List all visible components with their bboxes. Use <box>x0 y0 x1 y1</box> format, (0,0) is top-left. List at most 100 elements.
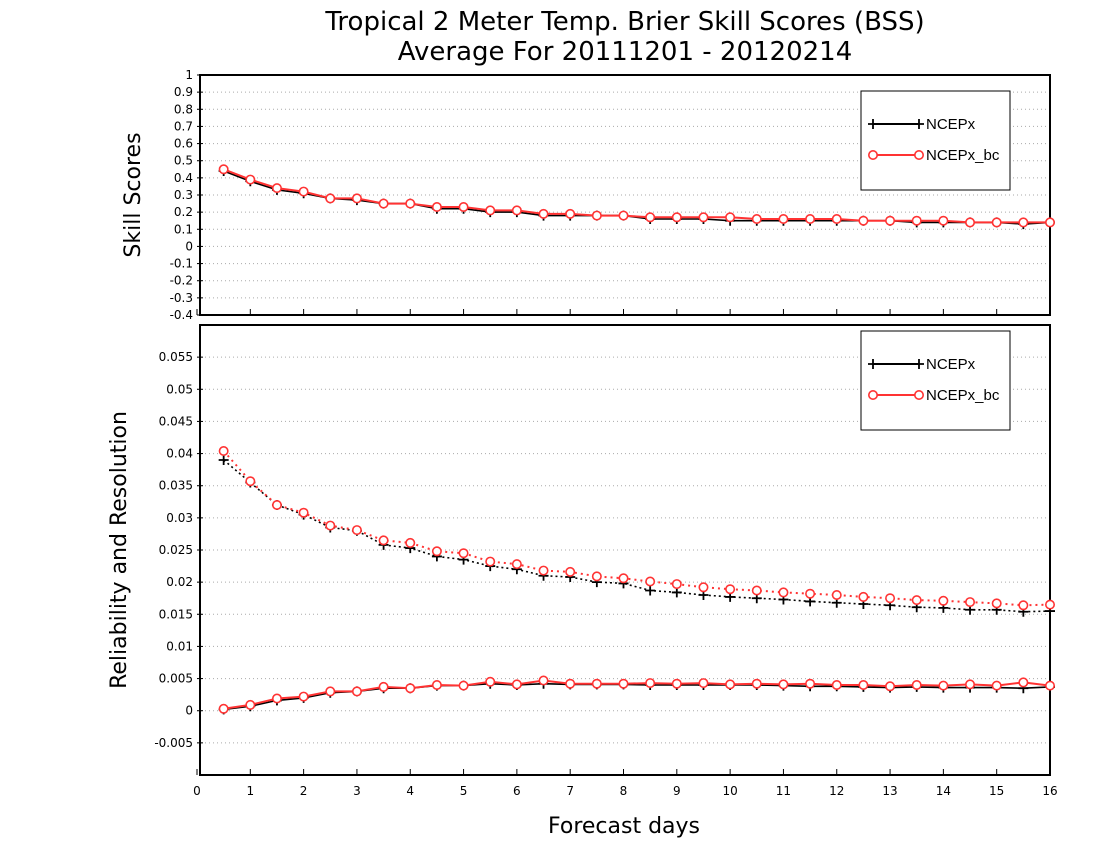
data-point-ncepx-bc <box>938 680 949 691</box>
legend: NCEPx NCEPx_bc <box>860 330 1011 431</box>
data-point-ncepx-bc <box>885 215 896 226</box>
data-point-ncepx-bc <box>405 537 416 548</box>
plot-frame <box>199 74 1051 316</box>
y-tick-label: 0.025 <box>159 543 193 557</box>
y-tick-label: -0.3 <box>170 291 193 305</box>
data-point-ncepx-bc <box>725 584 736 595</box>
data-point-ncepx-bc <box>271 693 282 704</box>
y-tick-label: 0.6 <box>174 137 193 151</box>
data-point-ncepx-bc <box>1045 680 1056 691</box>
y-tick-label: 0.055 <box>159 350 193 364</box>
x-axis-label: Forecast days <box>548 814 700 839</box>
y-tick-label: 0.5 <box>174 154 193 168</box>
legend-label: NCEPx_bc <box>926 147 1000 164</box>
data-point-ncepx-bc <box>671 579 682 590</box>
x-tick-label: 2 <box>300 784 308 798</box>
data-point-ncepx-bc <box>565 678 576 689</box>
data-point-ncepx-bc <box>751 678 762 689</box>
data-point-ncepx-bc <box>1045 599 1056 610</box>
y-tick-label: 1 <box>185 68 193 82</box>
y-tick-label: 0 <box>185 704 193 718</box>
data-point-ncepx-bc <box>325 686 336 697</box>
data-point-ncepx-bc <box>591 678 602 689</box>
data-point-ncepx <box>645 585 656 596</box>
data-point-ncepx-bc <box>271 183 282 194</box>
data-point-ncepx-bc <box>511 559 522 570</box>
data-point-ncepx-bc <box>991 680 1002 691</box>
data-point-ncepx-bc <box>378 198 389 209</box>
data-point-ncepx-bc <box>1045 217 1056 228</box>
data-point-ncepx-bc <box>351 686 362 697</box>
data-point-ncepx-bc <box>378 681 389 692</box>
data-point-ncepx-bc <box>485 205 496 216</box>
chart-title-line-1: Tropical 2 Meter Temp. Brier Skill Score… <box>324 7 924 37</box>
data-point-ncepx-bc <box>618 573 629 584</box>
x-tick-label: 11 <box>776 784 791 798</box>
series-line-ncepx <box>223 459 1051 613</box>
x-tick-label: 15 <box>989 784 1004 798</box>
data-point-ncepx-bc <box>911 595 922 606</box>
data-point-ncepx-bc <box>1018 217 1029 228</box>
y-tick-label: 0.005 <box>159 672 193 686</box>
legend-marker-circle <box>867 150 878 161</box>
x-tick-label: 7 <box>566 784 574 798</box>
legend-marker-plus <box>868 359 878 369</box>
data-point-ncepx-bc <box>565 208 576 219</box>
data-point-ncepx-bc <box>991 598 1002 609</box>
data-point-ncepx-bc <box>511 205 522 216</box>
data-point-ncepx-bc <box>991 217 1002 228</box>
data-point-ncepx-bc <box>911 215 922 226</box>
data-point-ncepx-bc <box>458 548 469 559</box>
x-tick-label: 12 <box>829 784 844 798</box>
legend-box <box>860 90 1011 191</box>
data-point-ncepx-bc <box>458 202 469 213</box>
x-tick-label: 4 <box>406 784 414 798</box>
legend-label: NCEPx_bc <box>926 387 1000 404</box>
data-point-ncepx-bc <box>538 565 549 576</box>
data-point-ncepx-bc <box>245 476 256 487</box>
chart-title-line-2: Average For 20111201 - 20120214 <box>398 37 853 67</box>
data-point-ncepx-bc <box>218 703 229 714</box>
data-point-ncepx-bc <box>325 520 336 531</box>
data-point-ncepx-bc <box>378 535 389 546</box>
legend-marker-circle <box>913 150 924 161</box>
y-tick-label: 0.9 <box>174 85 193 99</box>
data-point-ncepx-bc <box>965 597 976 608</box>
data-point-ncepx-bc <box>831 589 842 600</box>
data-point-ncepx-bc <box>725 212 736 223</box>
y-tick-label: -0.2 <box>170 274 193 288</box>
data-point-ncepx-bc <box>805 678 816 689</box>
data-point-ncepx-bc <box>885 593 896 604</box>
y-tick-label: 0.04 <box>166 447 193 461</box>
legend-label: NCEPx <box>926 356 976 373</box>
y-tick-label: 0 <box>185 239 193 253</box>
legend: NCEPx NCEPx_bc <box>860 90 1011 191</box>
data-point-ncepx-bc <box>298 691 309 702</box>
data-point-ncepx-bc <box>725 679 736 690</box>
data-point-ncepx-bc <box>485 556 496 567</box>
legend-marker-circle <box>867 389 878 400</box>
data-point-ncepx-bc <box>831 214 842 225</box>
data-point-ncepx-bc <box>351 193 362 204</box>
data-point-ncepx-bc <box>858 679 869 690</box>
data-point-ncepx-bc <box>565 566 576 577</box>
x-tick-label: 6 <box>513 784 521 798</box>
data-point-ncepx-bc <box>778 679 789 690</box>
data-point-ncepx-bc <box>698 212 709 223</box>
legend-label: NCEPx <box>926 116 976 133</box>
y-tick-label: 0.3 <box>174 188 193 202</box>
data-point-ncepx-bc <box>485 676 496 687</box>
data-point-ncepx-bc <box>831 679 842 690</box>
data-point-ncepx-bc <box>591 571 602 582</box>
data-point-ncepx-bc <box>778 587 789 598</box>
data-point-ncepx-bc <box>778 214 789 225</box>
legend-marker-plus <box>914 359 924 369</box>
data-point-ncepx-bc <box>591 210 602 221</box>
data-point-ncepx-bc <box>645 576 656 587</box>
data-point-ncepx-bc <box>751 585 762 596</box>
reliability-resolution-y-axis-label: Reliability and Resolution <box>107 411 132 689</box>
y-tick-label: 0.8 <box>174 102 193 116</box>
data-point-ncepx-bc <box>1018 600 1029 611</box>
data-point-ncepx-bc <box>858 591 869 602</box>
data-point-ncepx-bc <box>511 679 522 690</box>
